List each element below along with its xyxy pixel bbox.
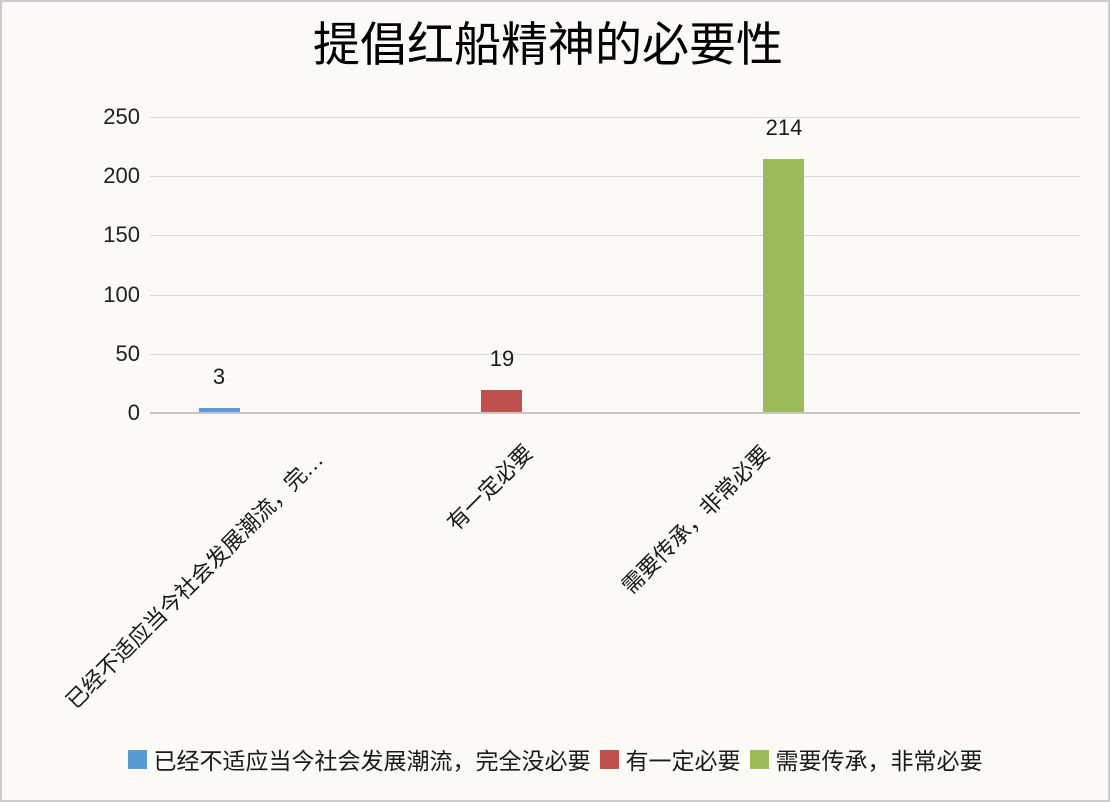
legend-label: 已经不适应当今社会发展潮流，完全没必要 <box>153 749 591 774</box>
gridline-y-250 <box>150 117 1080 118</box>
legend-item-1: 已经不适应当今社会发展潮流，完全没必要 <box>127 742 591 776</box>
data-label-3: 214 <box>765 115 803 140</box>
data-label-1: 3 <box>212 364 226 389</box>
y-axis-tick-label: 250 <box>103 104 140 129</box>
y-axis-tick-label: 150 <box>103 222 140 247</box>
y-axis-tick-label: 200 <box>103 163 140 188</box>
chart-title: 提倡红船精神的必要性 <box>313 20 783 72</box>
legend-marker-icon <box>127 749 147 769</box>
legend-item-3: 需要传承，非常必要 <box>749 742 983 776</box>
gridline-y-150 <box>150 235 1080 236</box>
legend: 已经不适应当今社会发展潮流，完全没必要 有一定必要 需要传承，非常必要 <box>0 742 1110 776</box>
y-axis-tick-label: 100 <box>103 282 140 307</box>
bar-3 <box>763 159 804 412</box>
y-axis-tick-label: 0 <box>127 400 140 425</box>
data-label-2: 19 <box>489 346 515 371</box>
gridline-y-200 <box>150 176 1080 177</box>
x-axis-line <box>150 412 1080 414</box>
legend-item-2: 有一定必要 <box>599 742 741 776</box>
gridline-y-100 <box>150 295 1080 296</box>
bar-2 <box>481 390 522 412</box>
gridline-y-50 <box>150 354 1080 355</box>
legend-marker-icon <box>599 749 619 769</box>
legend-label: 有一定必要 <box>625 749 741 774</box>
legend-label: 需要传承，非常必要 <box>775 749 983 774</box>
bar-1 <box>199 408 240 412</box>
y-axis-tick-label: 50 <box>115 341 140 366</box>
legend-marker-icon <box>749 749 769 769</box>
